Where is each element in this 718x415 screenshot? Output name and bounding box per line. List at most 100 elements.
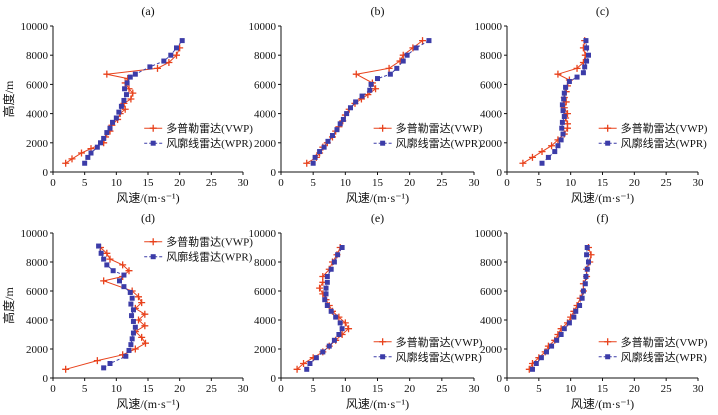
panel-a: 0 5 10 15 20 25 30 0 2000 4000 6000 8000 10000 (a) 风速/…: [1, 4, 253, 205]
vwp-data-point: [100, 277, 108, 285]
x-tick-label: 10: [340, 383, 352, 395]
legend-wpr-marker: [605, 354, 611, 360]
wpr-data-point: [304, 366, 310, 372]
x-tick-label: 5: [536, 177, 542, 189]
wpr-data-point: [132, 71, 138, 77]
wpr-data-point: [328, 308, 334, 314]
y-tick-label: 0: [497, 373, 503, 385]
y-tick-label: 10000: [475, 228, 503, 240]
x-tick-label: 30: [693, 177, 705, 189]
vwp-data-point: [141, 310, 149, 318]
wpr-data-point: [117, 278, 122, 284]
wpr-data-point: [331, 259, 337, 265]
wpr-data-point: [179, 38, 185, 44]
x-tick-label: 25: [436, 177, 448, 189]
panel-title: (d): [141, 211, 155, 225]
wpr-data-point: [368, 81, 374, 87]
wpr-data-point: [323, 285, 329, 291]
wpr-data-point: [413, 45, 419, 51]
wpr-data-point: [539, 160, 545, 166]
x-tick-label: 30: [238, 383, 250, 395]
x-tick-label: 10: [340, 177, 352, 189]
y-tick-label: 6000: [480, 286, 503, 298]
wpr-data-point: [584, 58, 590, 64]
wpr-data-point: [529, 366, 535, 372]
wpr-data-point: [566, 78, 572, 84]
wpr-data-point: [322, 297, 328, 303]
x-tick-label: 20: [404, 383, 416, 395]
legend-vwp-marker: [379, 124, 387, 132]
x-tick-label: 25: [661, 177, 673, 189]
wpr-data-point: [560, 131, 566, 137]
x-tick-label: 30: [469, 177, 481, 189]
y-tick-label: 8000: [254, 50, 277, 62]
wpr-data-point: [555, 143, 561, 149]
panel-f: 0 5 10 15 20 25 30 0 2000 4000 6000 8000 10000 (f) 风速/…: [475, 211, 708, 411]
vwp-data-point: [154, 64, 161, 72]
legend-vwp-label: 多普勒雷达(VWP): [621, 121, 708, 135]
wpr-data-point: [400, 58, 406, 64]
wpr-data-point: [559, 125, 565, 131]
wpr-data-point: [324, 303, 330, 308]
y-tick-label: 4000: [480, 315, 503, 327]
wpr-data-point: [585, 259, 591, 265]
wpr-series-line: [98, 245, 136, 369]
wpr-data-point: [582, 64, 588, 70]
x-tick-label: 30: [469, 383, 481, 395]
y-tick-label: 6000: [254, 286, 277, 298]
y-tick-label: 8000: [480, 257, 503, 269]
legend-vwp-marker: [604, 124, 612, 132]
wpr-data-point: [561, 96, 567, 102]
wpr-data-point: [126, 347, 132, 353]
vwp-data-point: [345, 325, 353, 333]
y-axis-title: 高度/m: [1, 287, 16, 324]
y-tick-label: 4000: [254, 109, 277, 121]
x-tick-label: 0: [504, 383, 510, 395]
y-tick-label: 8000: [26, 257, 49, 269]
wpr-data-point: [326, 343, 332, 349]
vwp-data-point: [293, 365, 301, 373]
wpr-data-point: [375, 76, 380, 82]
y-tick-label: 10000: [21, 228, 49, 240]
legend-wpr-marker: [605, 140, 611, 146]
legend-wpr-label: 风廓线雷达(WPR): [621, 136, 707, 150]
y-tick-label: 0: [271, 373, 277, 385]
vwp-data-point: [106, 255, 114, 263]
wpr-data-point: [333, 314, 339, 320]
wpr-data-point: [367, 87, 373, 93]
wpr-data-point: [560, 108, 566, 114]
y-tick-label: 2000: [480, 344, 503, 356]
x-tick-label: 30: [238, 177, 250, 189]
wpr-data-point: [549, 343, 555, 349]
wpr-data-point: [130, 330, 136, 336]
wpr-data-point: [113, 115, 119, 121]
x-tick-label: 25: [206, 383, 218, 395]
x-axis-title: 风速/(m·s⁻¹): [571, 191, 634, 205]
legend-wpr-label: 风廓线雷达(WPR): [621, 350, 707, 364]
wpr-data-point: [584, 245, 590, 250]
vwp-data-point: [385, 64, 393, 72]
wpr-data-point: [563, 84, 569, 90]
panel-b: 0 5 10 15 20 25 30 0 2000 4000 6000 8000 10000 (b) 风速/…: [249, 4, 483, 205]
panel-title: (e): [371, 211, 384, 225]
wpr-series-line: [541, 40, 590, 164]
wpr-data-point: [312, 154, 318, 160]
wpr-data-point: [122, 86, 128, 92]
wpr-data-point: [129, 295, 135, 301]
legend: 多普勒雷达(VWP)风廓线雷达(WPR): [373, 121, 483, 150]
wpr-data-point: [561, 326, 567, 332]
wpr-data-point: [324, 279, 330, 285]
y-tick-label: 2000: [26, 138, 49, 150]
x-tick-label: 20: [404, 177, 416, 189]
vwp-data-point: [419, 37, 427, 45]
wpr-data-point: [317, 149, 323, 155]
y-tick-label: 10000: [475, 21, 503, 33]
wpr-data-point: [336, 332, 342, 337]
vwp-data-point: [93, 357, 101, 365]
wpr-data-point: [340, 116, 346, 122]
vwp-data-point: [68, 155, 76, 163]
vwp-data-point: [352, 70, 360, 78]
legend-vwp-marker: [379, 338, 387, 346]
vwp-data-point: [573, 64, 581, 72]
